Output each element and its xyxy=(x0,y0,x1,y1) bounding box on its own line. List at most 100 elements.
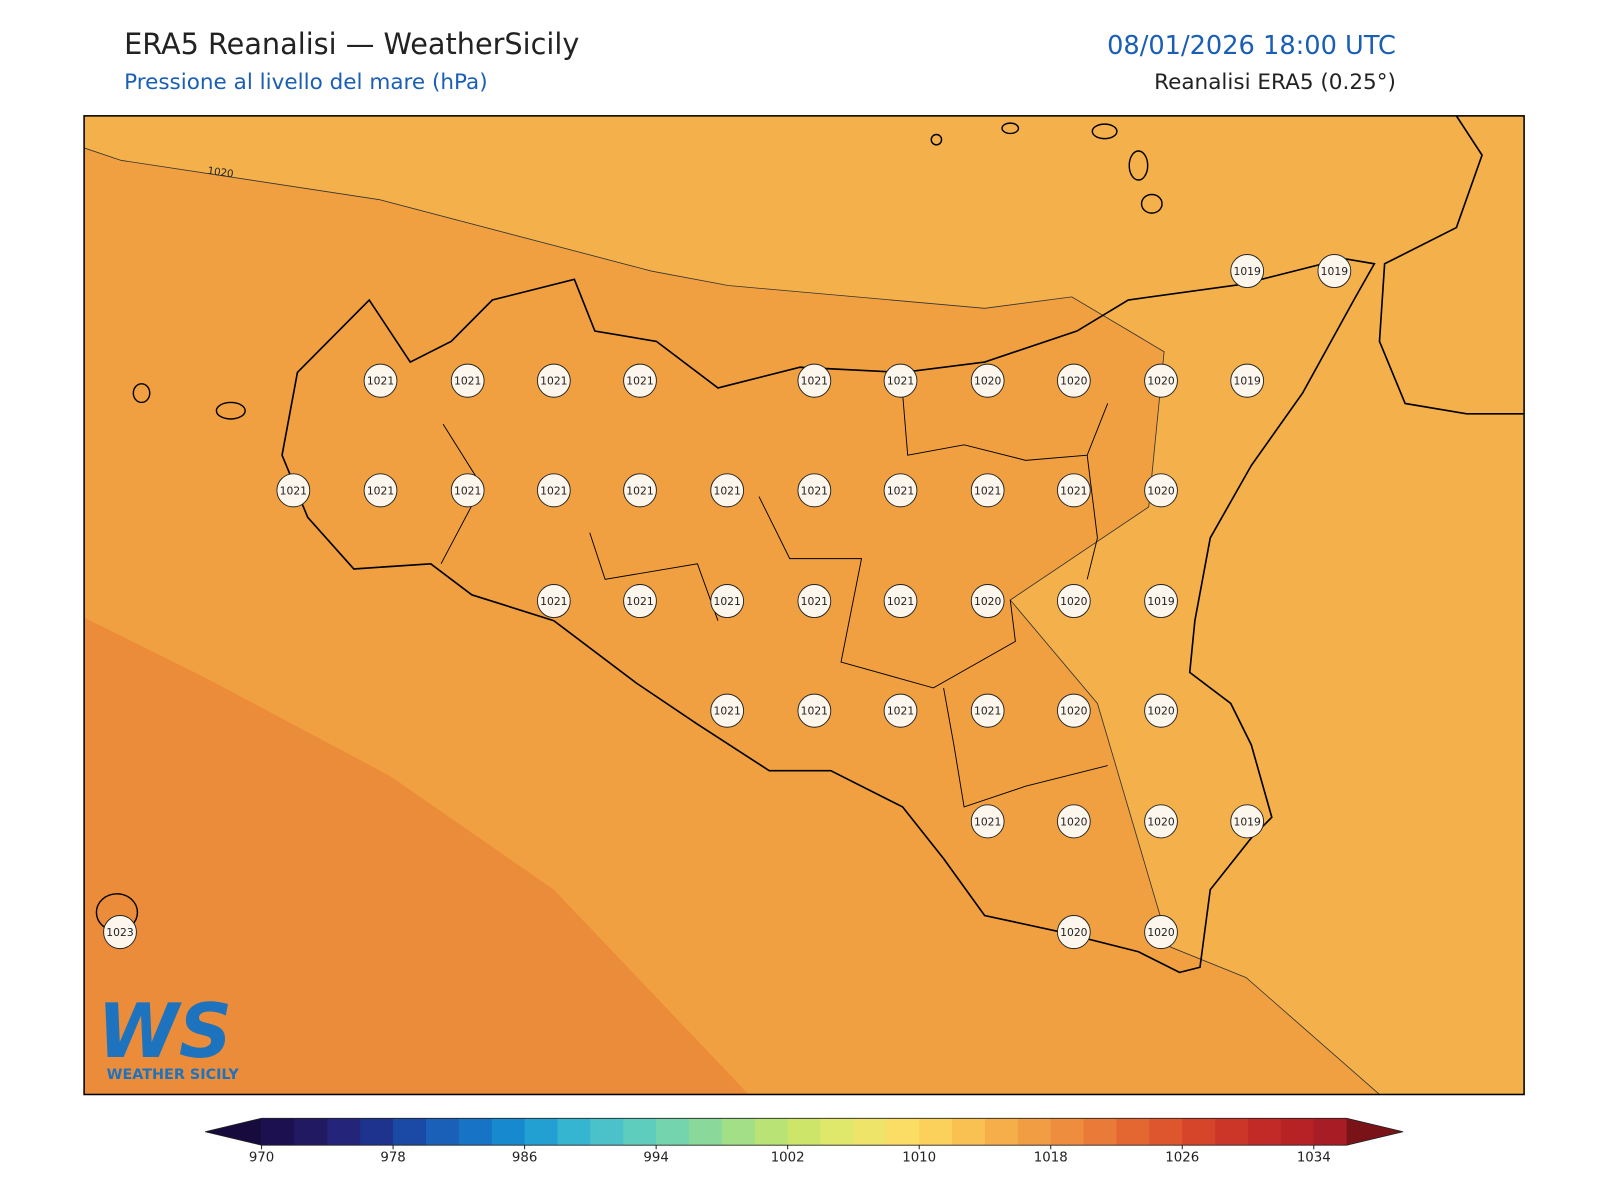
station-marker xyxy=(710,584,745,619)
station-marker xyxy=(1056,473,1091,508)
station-marker xyxy=(1056,915,1091,950)
station-value: 1019 xyxy=(1147,595,1174,608)
subtitle: Pressione al livello del mare (hPa) xyxy=(124,70,488,95)
station: 1021 xyxy=(710,473,745,508)
colorbar-bin xyxy=(623,1118,657,1146)
station: 1021 xyxy=(797,693,832,728)
colorbar-bin xyxy=(721,1118,756,1146)
station-value: 1021 xyxy=(974,484,1001,497)
station-value: 1020 xyxy=(1147,375,1174,388)
station-marker xyxy=(797,693,832,728)
station-marker xyxy=(970,693,1005,728)
title: ERA5 Reanalisi — WeatherSicily xyxy=(124,27,579,61)
station: 1019 xyxy=(1230,254,1265,289)
station: 1020 xyxy=(1056,693,1091,728)
colorbar-bin xyxy=(1050,1118,1085,1146)
station-marker xyxy=(1317,254,1352,289)
station-marker xyxy=(1056,584,1091,619)
station-value: 1019 xyxy=(1233,375,1260,388)
station-value: 1021 xyxy=(887,705,914,718)
station: 1020 xyxy=(1056,804,1091,839)
colorbar-bin xyxy=(261,1118,295,1146)
colorbar-bin xyxy=(853,1118,887,1146)
station: 1019 xyxy=(1230,363,1265,398)
station-value: 1021 xyxy=(540,595,567,608)
station-value: 1021 xyxy=(713,705,740,718)
station-marker xyxy=(797,363,832,398)
station: 1021 xyxy=(363,473,398,508)
colorbar-bin xyxy=(886,1118,920,1146)
station-value: 1021 xyxy=(626,375,653,388)
station: 1023 xyxy=(103,915,137,950)
station: 1019 xyxy=(1317,254,1352,289)
station-value: 1021 xyxy=(454,484,481,497)
colorbar-bin xyxy=(458,1118,493,1146)
coastline xyxy=(281,257,1376,974)
station-marker xyxy=(1144,915,1178,950)
station-value: 1020 xyxy=(1060,705,1087,718)
colorbar-bin xyxy=(1182,1118,1216,1146)
station: 1021 xyxy=(536,363,571,398)
station: 1021 xyxy=(536,584,571,619)
station-value: 1021 xyxy=(626,484,653,497)
colorbar-tick-label: 1018 xyxy=(1034,1151,1068,1166)
station-marker xyxy=(623,473,657,508)
station: 1020 xyxy=(1056,915,1091,950)
isobar xyxy=(83,147,1380,1095)
station: 1019 xyxy=(1144,584,1178,619)
station-value: 1020 xyxy=(1147,705,1174,718)
colorbar-tick-label: 1034 xyxy=(1297,1151,1331,1166)
station: 1021 xyxy=(536,473,571,508)
station: 1020 xyxy=(1144,473,1178,508)
station-value: 1021 xyxy=(626,595,653,608)
colorbar-bin xyxy=(1248,1118,1282,1146)
colorbar-bin xyxy=(360,1118,394,1146)
station-marker xyxy=(970,363,1005,398)
station-value: 1021 xyxy=(801,705,828,718)
station-value: 1021 xyxy=(367,375,394,388)
colorbar-tick-label: 1002 xyxy=(771,1151,805,1166)
station-marker xyxy=(536,363,571,398)
colorbar-bin xyxy=(557,1118,591,1146)
colorbar-tick-label: 970 xyxy=(249,1151,274,1166)
station-value: 1023 xyxy=(106,926,133,939)
station: 1021 xyxy=(710,693,745,728)
station-marker xyxy=(1230,363,1265,398)
colorbar-bin xyxy=(754,1118,789,1146)
station-value: 1021 xyxy=(801,484,828,497)
source: Reanalisi ERA5 (0.25°) xyxy=(1154,70,1396,95)
station-marker xyxy=(276,473,311,508)
colorbar-bin xyxy=(590,1118,624,1146)
station-value: 1020 xyxy=(1147,484,1174,497)
station: 1021 xyxy=(797,473,832,508)
station: 1020 xyxy=(970,363,1005,398)
pressure-field-low xyxy=(84,115,1525,1095)
station-value: 1021 xyxy=(801,595,828,608)
station-marker xyxy=(797,584,832,619)
colorbar-bin xyxy=(820,1118,854,1146)
station-marker xyxy=(1056,804,1091,839)
station: 1021 xyxy=(450,473,485,508)
station: 1021 xyxy=(710,584,745,619)
station-value: 1021 xyxy=(540,375,567,388)
calabria-coast xyxy=(1378,115,1525,415)
colorbar-bin xyxy=(393,1118,427,1146)
station: 1021 xyxy=(883,363,918,398)
station-value: 1021 xyxy=(713,484,740,497)
station: 1021 xyxy=(970,693,1005,728)
colorbar-bin xyxy=(952,1118,986,1146)
station: 1021 xyxy=(970,804,1005,839)
station-marker xyxy=(883,473,918,508)
colorbar-bin xyxy=(327,1118,361,1146)
map-frame xyxy=(83,115,1525,1096)
colorbar-bin xyxy=(1215,1118,1249,1146)
station-value: 1020 xyxy=(1147,815,1174,828)
colorbar-bin xyxy=(984,1118,1019,1146)
station-marker xyxy=(1056,693,1091,728)
station: 1021 xyxy=(1056,473,1091,508)
station-marker xyxy=(623,584,657,619)
station: 1021 xyxy=(363,363,398,398)
station-marker xyxy=(710,473,745,508)
station: 1021 xyxy=(450,363,485,398)
